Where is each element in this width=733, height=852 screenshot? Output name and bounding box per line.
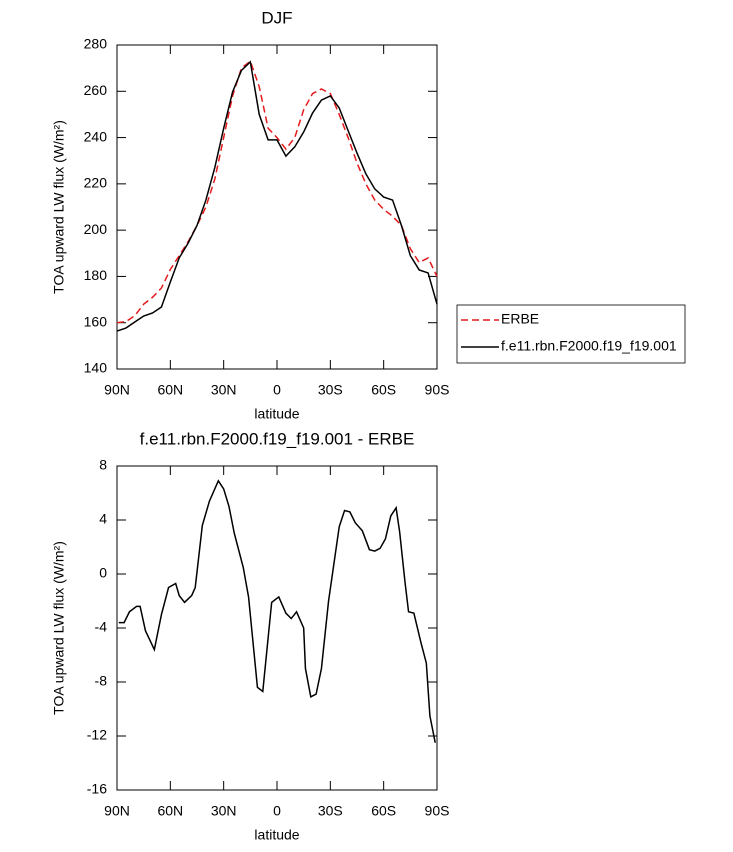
x-tick-label: 60S <box>371 382 396 398</box>
plot-frame <box>116 44 438 370</box>
x-tick-label: 90N <box>104 803 130 819</box>
y-tick-label: 240 <box>84 128 108 144</box>
x-tick-label: 60S <box>371 803 396 819</box>
x-axis-label: latitude <box>254 827 299 843</box>
y-tick-label: -8 <box>95 673 108 689</box>
legend-label: f.e11.rbn.F2000.f19_f19.001 <box>501 338 677 354</box>
y-tick-label: 0 <box>99 565 107 581</box>
y-tick-label: -16 <box>87 781 107 797</box>
legend-label: ERBE <box>501 311 539 327</box>
x-tick-label: 30N <box>211 803 237 819</box>
chart-title: DJF <box>261 8 292 27</box>
x-tick-label: 90S <box>425 803 450 819</box>
y-tick-label: 8 <box>99 457 107 473</box>
y-tick-label: 280 <box>84 36 108 52</box>
y-tick-label: -12 <box>87 727 107 743</box>
x-tick-label: 90S <box>425 382 450 398</box>
y-tick-label: 140 <box>84 360 108 376</box>
y-axis-label: TOA upward LW flux (W/m²) <box>51 120 67 294</box>
x-tick-label: 60N <box>157 803 183 819</box>
y-tick-label: 260 <box>84 82 108 98</box>
data-line <box>116 59 438 324</box>
x-tick-label: 30S <box>318 803 343 819</box>
y-axis-label: TOA upward LW flux (W/m²) <box>51 541 67 715</box>
data-line <box>116 60 438 332</box>
y-tick-label: 220 <box>84 175 108 191</box>
plot-frame <box>116 465 438 791</box>
y-tick-label: 180 <box>84 267 108 283</box>
x-tick-label: 0 <box>273 382 281 398</box>
x-tick-label: 30S <box>318 382 343 398</box>
y-tick-label: 200 <box>84 221 108 237</box>
y-tick-label: 160 <box>84 313 108 329</box>
x-tick-label: 60N <box>157 382 183 398</box>
y-tick-label: -4 <box>95 619 108 635</box>
x-axis-label: latitude <box>254 406 299 422</box>
x-tick-label: 30N <box>211 382 237 398</box>
x-tick-label: 0 <box>273 803 281 819</box>
x-tick-label: 90N <box>104 382 130 398</box>
legend-box <box>456 304 686 364</box>
y-tick-label: 4 <box>99 511 107 527</box>
data-line <box>118 479 436 743</box>
chart-title: f.e11.rbn.F2000.f19_f19.001 - ERBE <box>140 429 415 448</box>
